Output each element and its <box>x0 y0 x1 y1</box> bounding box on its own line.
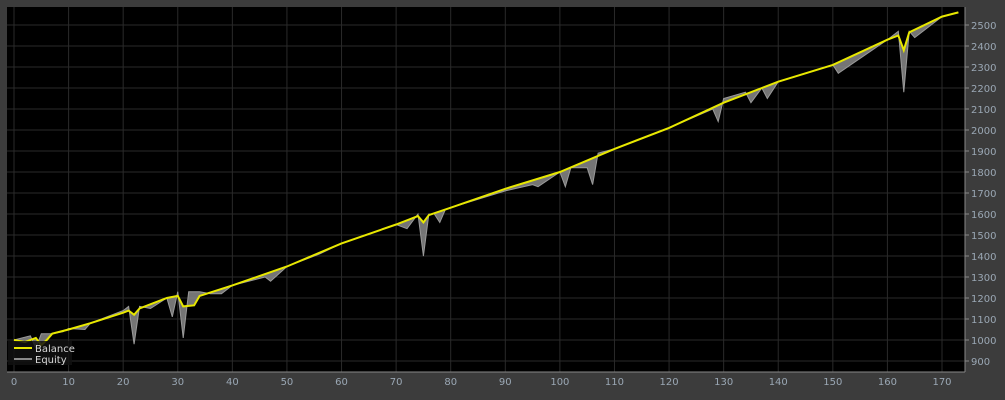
balance-line <box>13 11 959 347</box>
x-tick-label: 170 <box>932 377 951 388</box>
x-tick-label: 130 <box>714 377 733 388</box>
x-tick-label: 140 <box>769 377 788 388</box>
x-tick-label: 80 <box>444 377 457 388</box>
y-tick-label: 1000 <box>971 336 996 347</box>
y-tick-label: 2500 <box>971 21 996 32</box>
x-tick-label: 40 <box>226 377 239 388</box>
axes: 0 10 20 30 40 50 60 70 80 90 100 110 120 130 140 150 160… <box>7 7 996 388</box>
x-tick-label: 70 <box>390 377 403 388</box>
y-tick-label: 1900 <box>971 147 996 158</box>
y-tick-label: 1700 <box>971 189 996 200</box>
x-tick-label: 100 <box>550 377 569 388</box>
x-tick-label: 90 <box>499 377 512 388</box>
y-tick-label: 1400 <box>971 252 996 263</box>
series-marks <box>13 11 959 350</box>
x-tick-label: 30 <box>171 377 184 388</box>
y-tick-label: 2100 <box>971 105 996 116</box>
grid <box>7 7 965 372</box>
y-tick-label: 1200 <box>971 294 996 305</box>
legend: Balance Equity <box>8 341 75 366</box>
x-tick-label: 20 <box>117 377 130 388</box>
x-tick-label: 150 <box>823 377 842 388</box>
legend-balance: Balance <box>35 344 75 355</box>
y-tick-label: 1600 <box>971 210 996 221</box>
x-tick-label: 110 <box>605 377 624 388</box>
legend-box <box>8 341 72 365</box>
x-tick-label: 10 <box>62 377 75 388</box>
x-tick-label: 60 <box>335 377 348 388</box>
y-tick-label: 900 <box>971 357 990 368</box>
x-tick-label: 160 <box>878 377 897 388</box>
y-tick-label: 2300 <box>971 63 996 74</box>
y-tick-label: 2000 <box>971 126 996 137</box>
x-tick-label: 120 <box>660 377 679 388</box>
y-tick-label: 1300 <box>971 273 996 284</box>
x-tick-label: 0 <box>11 377 17 388</box>
y-tick-label: 1500 <box>971 231 996 242</box>
y-tick-label: 1100 <box>971 315 996 326</box>
y-tick-label: 2200 <box>971 84 996 95</box>
y-tick-label: 2400 <box>971 42 996 53</box>
plot-area <box>7 7 965 372</box>
y-tick-label: 1800 <box>971 168 996 179</box>
legend-equity: Equity <box>35 355 67 366</box>
x-tick-label: 50 <box>281 377 294 388</box>
